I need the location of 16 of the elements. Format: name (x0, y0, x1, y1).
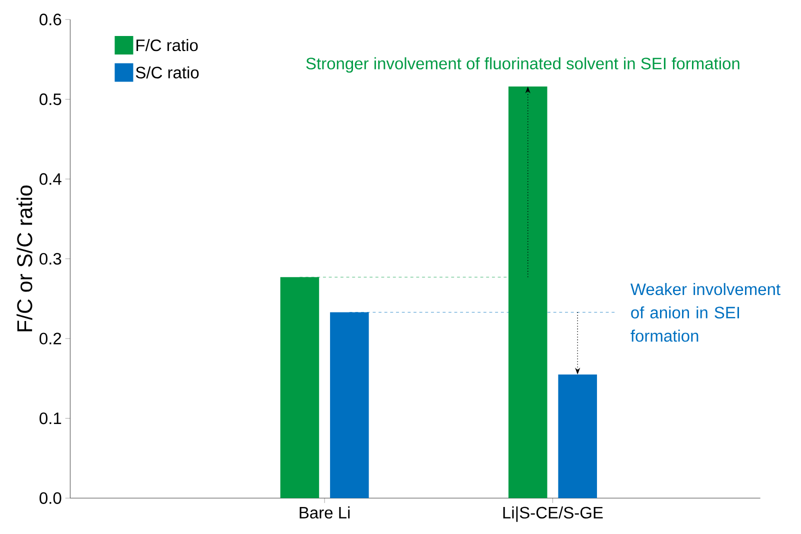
x-tick-label: Bare Li (300, 506, 350, 518)
y-tick-label: 0.6 (40, 14, 62, 26)
y-tick-label: 0.4 (40, 173, 62, 185)
y-axis-title: F/C or S/C ratio (16, 185, 32, 332)
x-tick-label: Li|S-CE/S-GE (503, 506, 603, 522)
y-tick-label: 0.2 (40, 332, 62, 344)
y-tick-label: 0.0 (40, 492, 62, 504)
legend-label: S/C ratio (136, 66, 199, 78)
annotation: Weaker involvement of anion in SEI formation (630, 282, 780, 342)
y-tick-label: 0.3 (40, 252, 62, 265)
legend-label: F/C ratio (136, 38, 198, 52)
bar (558, 374, 597, 498)
annotation: Stronger involvement of fluorinated solvent in SEI formation (306, 57, 740, 73)
y-tick-label: 0.5 (40, 93, 62, 106)
y-tick-label: 0.1 (40, 412, 62, 424)
bar (508, 86, 548, 498)
